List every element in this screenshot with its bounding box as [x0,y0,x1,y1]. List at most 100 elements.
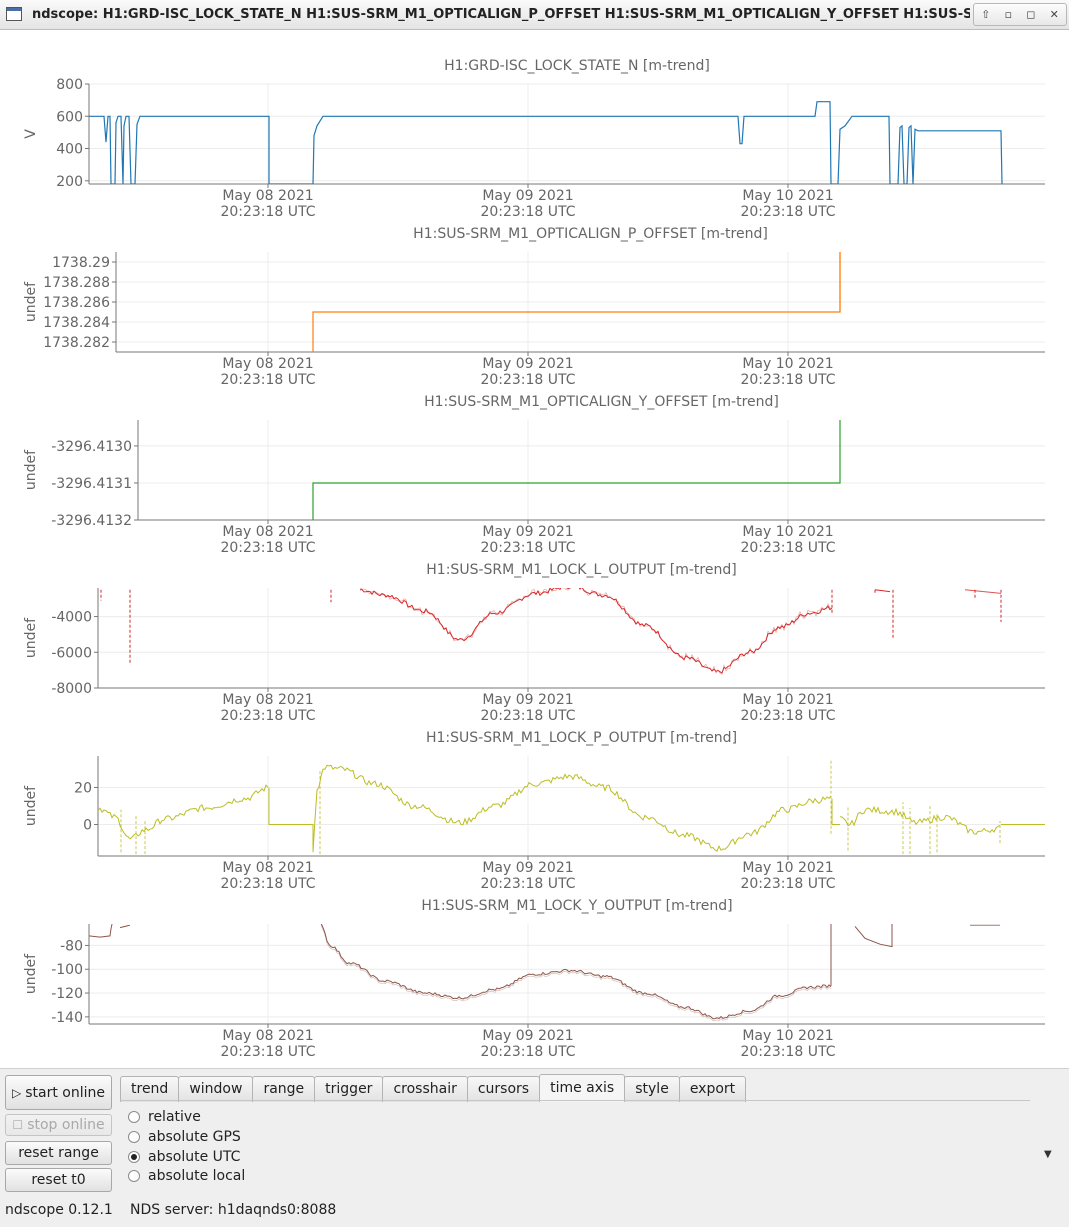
x-tick-date: May 08 2021 [222,1028,313,1044]
x-tick-time: 20:23:18 UTC [480,372,575,388]
x-tick-time: 20:23:18 UTC [740,876,835,892]
tab-trigger[interactable]: trigger [314,1076,384,1102]
y-tick-label: 1738.288 [43,275,110,291]
y-tick-label: 1738.286 [43,295,110,311]
x-tick-time: 20:23:18 UTC [740,372,835,388]
plot-area[interactable]: H1:GRD-ISC_LOCK_STATE_N [m-trend] 800 600 4… [5,32,1065,1067]
radio-label: absolute GPS [148,1129,241,1145]
y-output-fragment [89,924,113,938]
y-output-fragment [854,924,893,948]
offset-line [312,420,841,520]
play-icon: ▷ [12,1086,22,1100]
l-output-fragment [874,589,891,593]
y-tick-label: 1738.284 [43,315,110,331]
x-tick-time: 20:23:18 UTC [740,1044,835,1060]
tab-window[interactable]: window [178,1076,254,1102]
x-tick-time: 20:23:18 UTC [740,540,835,556]
tab-export[interactable]: export [678,1076,747,1102]
radio-button-icon[interactable] [128,1111,140,1123]
plot-title: H1:SUS-SRM_M1_OPTICALIGN_Y_OFFSET [m-tre… [424,394,779,410]
tab-crosshair[interactable]: crosshair [382,1076,468,1102]
x-tick-date: May 08 2021 [222,524,313,540]
tab-range[interactable]: range [252,1076,316,1102]
x-tick-time: 20:23:18 UTC [220,708,315,724]
x-tick-date: May 09 2021 [482,860,573,876]
plot-panel: H1:GRD-ISC_LOCK_STATE_N [m-trend] 800 600 4… [23,58,1045,220]
x-tick-date: May 09 2021 [482,1028,573,1044]
dropdown-arrow-icon[interactable]: ▼ [1044,1149,1052,1160]
y-tick-label: -4000 [51,610,92,626]
plot-panel: H1:SUS-SRM_M1_OPTICALIGN_Y_OFFSET [m-tre… [23,394,1045,556]
keep-above-icon[interactable]: ⇧ [981,8,991,21]
y-tick-label: -6000 [51,645,92,661]
l-output-line [359,588,833,674]
p-output-line [312,764,832,853]
start-online-label: start online [25,1085,105,1101]
y-tick-label: 0 [83,818,92,834]
x-tick-date: May 10 2021 [742,188,833,204]
plot-panel: H1:SUS-SRM_M1_LOCK_P_OUTPUT [m-trend] 20 0… [23,730,1045,892]
y-tick-label: -3296.4130 [51,439,132,455]
x-tick-date: May 10 2021 [742,860,833,876]
p-output-line [98,784,269,840]
nds-server-label: NDS server: h1daqnds0:8088 [130,1202,337,1218]
data-series [312,420,841,520]
close-icon[interactable]: ✕ [1049,8,1059,21]
y-tick-label: 20 [74,780,92,796]
tab-trend[interactable]: trend [120,1076,180,1102]
radio-button-icon[interactable] [128,1151,140,1163]
radio-button-icon[interactable] [128,1170,140,1182]
y-tick-label: -80 [60,938,83,954]
y-tick-label: 200 [56,174,83,190]
x-tick-time: 20:23:18 UTC [220,540,315,556]
x-tick-time: 20:23:18 UTC [740,204,835,220]
state-line [89,101,1003,184]
x-tick-time: 20:23:18 UTC [740,708,835,724]
y-tick-label: -120 [51,986,83,1002]
y-tick-label: -3296.4132 [51,513,132,529]
plots-canvas[interactable]: H1:GRD-ISC_LOCK_STATE_N [m-trend] 800 600 4… [5,32,1065,1067]
data-series [89,924,1000,1022]
data-series [100,588,1002,675]
plot-title: H1:GRD-ISC_LOCK_STATE_N [m-trend] [444,58,710,74]
tab-time-axis[interactable]: time axis [539,1074,626,1102]
plot-title: H1:SUS-SRM_M1_LOCK_Y_OUTPUT [m-trend] [421,898,732,914]
x-tick-date: May 10 2021 [742,356,833,372]
plot-title: H1:SUS-SRM_M1_LOCK_L_OUTPUT [m-trend] [426,562,736,578]
version-label: ndscope 0.12.1 [5,1202,113,1218]
reset-t0-button[interactable]: reset t0 [5,1168,112,1192]
tab-style[interactable]: style [624,1076,680,1102]
y-tick-label: 1738.29 [52,255,110,271]
window-title: ndscope: H1:GRD-ISC_LOCK_STATE_N H1:SUS-… [32,7,970,22]
start-online-button[interactable]: ▷ start online [5,1075,112,1110]
reset-range-button[interactable]: reset range [5,1141,112,1165]
radio-button-icon[interactable] [128,1131,140,1143]
x-tick-time: 20:23:18 UTC [220,372,315,388]
maximize-icon[interactable]: ◻ [1026,8,1036,21]
p-output-line [839,805,1001,835]
app-window-icon [6,7,22,21]
y-axis-label: V [23,129,39,139]
radio-label: absolute UTC [148,1149,241,1165]
x-tick-date: May 09 2021 [482,524,573,540]
window-controls: ⇧ ▫ ◻ ✕ [973,3,1067,26]
y-output-fragment [119,924,131,929]
x-tick-date: May 09 2021 [482,692,573,708]
y-tick-label: 1738.282 [43,335,110,351]
stop-online-label: stop online [27,1117,105,1133]
radio-label: relative [148,1109,201,1125]
x-tick-time: 20:23:18 UTC [220,876,315,892]
x-tick-date: May 08 2021 [222,860,313,876]
tab-bar: trend window range trigger crosshair cursors t… [120,1074,747,1102]
plot-title: H1:SUS-SRM_M1_LOCK_P_OUTPUT [m-trend] [426,730,737,746]
tab-cursors[interactable]: cursors [466,1076,541,1102]
data-series [98,759,1045,855]
x-tick-time: 20:23:18 UTC [480,540,575,556]
x-tick-date: May 08 2021 [222,692,313,708]
tab-divider [120,1100,1030,1101]
plot-panel: H1:SUS-SRM_M1_LOCK_L_OUTPUT [m-trend] -40… [23,562,1045,724]
y-axis-label: undef [23,785,39,826]
x-tick-time: 20:23:18 UTC [220,204,315,220]
minimize-icon[interactable]: ▫ [1004,8,1013,21]
stop-online-button[interactable]: ☐ stop online [5,1114,112,1136]
